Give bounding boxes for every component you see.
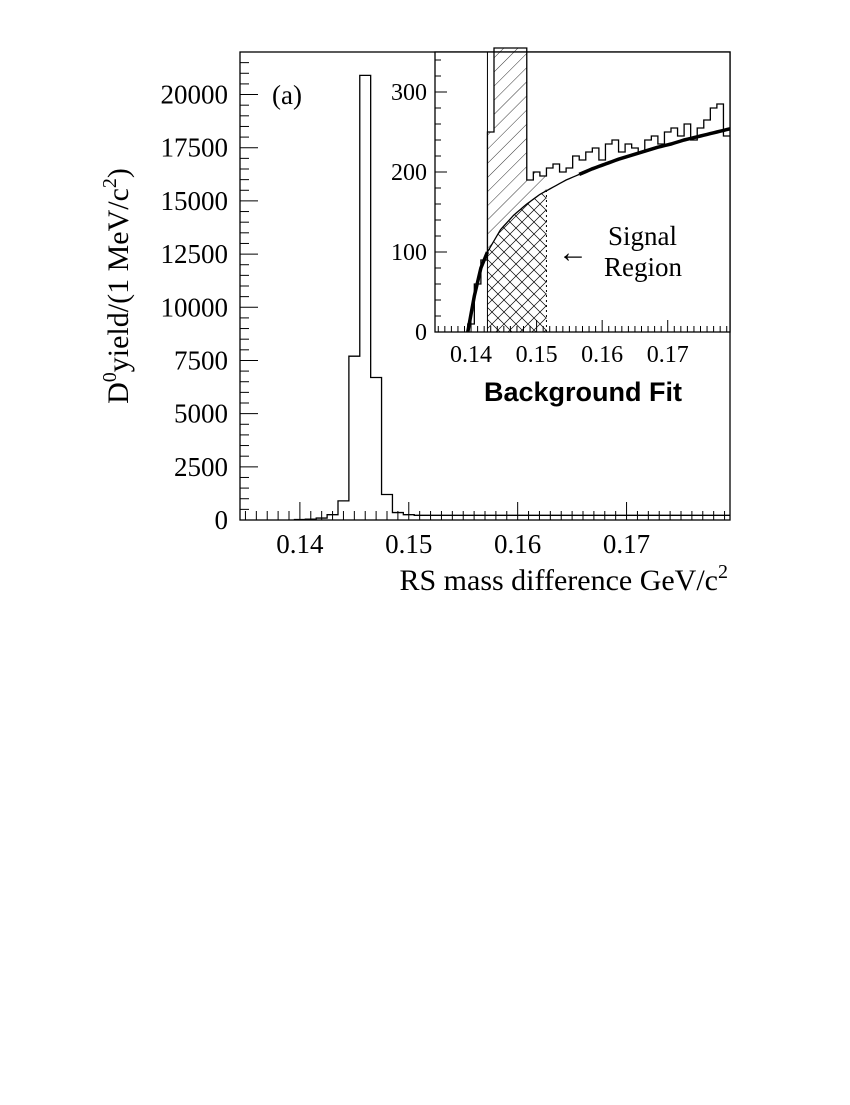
- main-y-tick-label: 17500: [161, 133, 229, 163]
- signal-region-arrow: ←: [558, 236, 588, 269]
- main-x-tick-label: 0.16: [494, 529, 541, 559]
- inset-x-ticks: 0.14 0.15 0.16 0.17: [437, 320, 728, 368]
- main-y-tick-label: 20000: [161, 80, 229, 110]
- main-y-tick-label: 15000: [161, 186, 229, 216]
- main-y-tick-label: 12500: [161, 239, 229, 269]
- fit-curve-left: [466, 251, 490, 333]
- main-histogram: [293, 74, 730, 521]
- inset-histogram-line: [467, 47, 730, 332]
- fit-curve-right: [578, 127, 731, 177]
- inset-x-tick-label: 0.14: [450, 342, 492, 368]
- inset-y-tick-label: 200: [391, 160, 427, 186]
- inset-panel: 0.14 0.15 0.16 0.17 0 100 200 300 Background F…: [391, 47, 731, 407]
- inset-title: Background Fit: [484, 377, 682, 407]
- main-x-axis-title: RS mass difference GeV/c2: [399, 561, 728, 597]
- inset-signal-region: [486, 48, 547, 332]
- inset-y-tick-label: 100: [391, 240, 427, 266]
- signal-region-label-line2: Region: [604, 252, 682, 282]
- inset-x-tick-label: 0.15: [516, 342, 558, 368]
- fit-curve-signal: [486, 173, 580, 253]
- main-x-tick-label: 0.17: [603, 529, 650, 559]
- panel-label: (a): [272, 80, 302, 110]
- signal-region-crosshatch: [487, 190, 547, 332]
- main-y-tick-label: 5000: [174, 399, 228, 429]
- main-x-tick-label: 0.14: [276, 529, 324, 559]
- inset-background: [435, 52, 730, 332]
- main-y-ticks: 0 2500 5000 7500 10000 12500 15000 17500 20000: [161, 51, 258, 535]
- inset-y-ticks: 0 100 200 300: [391, 59, 447, 346]
- main-x-ticks: 0.14 0.15 0.16 0.17: [244, 502, 726, 559]
- main-panel: 0.14 0.15 0.16 0.17 0 2500 5000 7500 10000 12500…: [99, 51, 731, 597]
- inset-y-tick-label: 0: [415, 320, 427, 346]
- signal-region-label-line1: Signal: [608, 221, 677, 251]
- main-y-tick-label: 7500: [174, 345, 228, 375]
- main-y-tick-label: 0: [215, 505, 229, 535]
- inset-x-tick-label: 0.16: [581, 342, 623, 368]
- main-y-axis-title: D0yield/(1 MeV/c2): [99, 168, 135, 404]
- inset-fit: [466, 127, 731, 333]
- main-y-tick-label: 10000: [161, 292, 229, 322]
- inset-y-tick-label: 300: [391, 80, 427, 106]
- main-histogram-line: [293, 74, 730, 521]
- inset-histogram: [467, 47, 730, 332]
- main-y-tick-label: 2500: [174, 452, 228, 482]
- main-x-tick-label: 0.15: [385, 529, 432, 559]
- inset-x-tick-label: 0.17: [647, 342, 689, 368]
